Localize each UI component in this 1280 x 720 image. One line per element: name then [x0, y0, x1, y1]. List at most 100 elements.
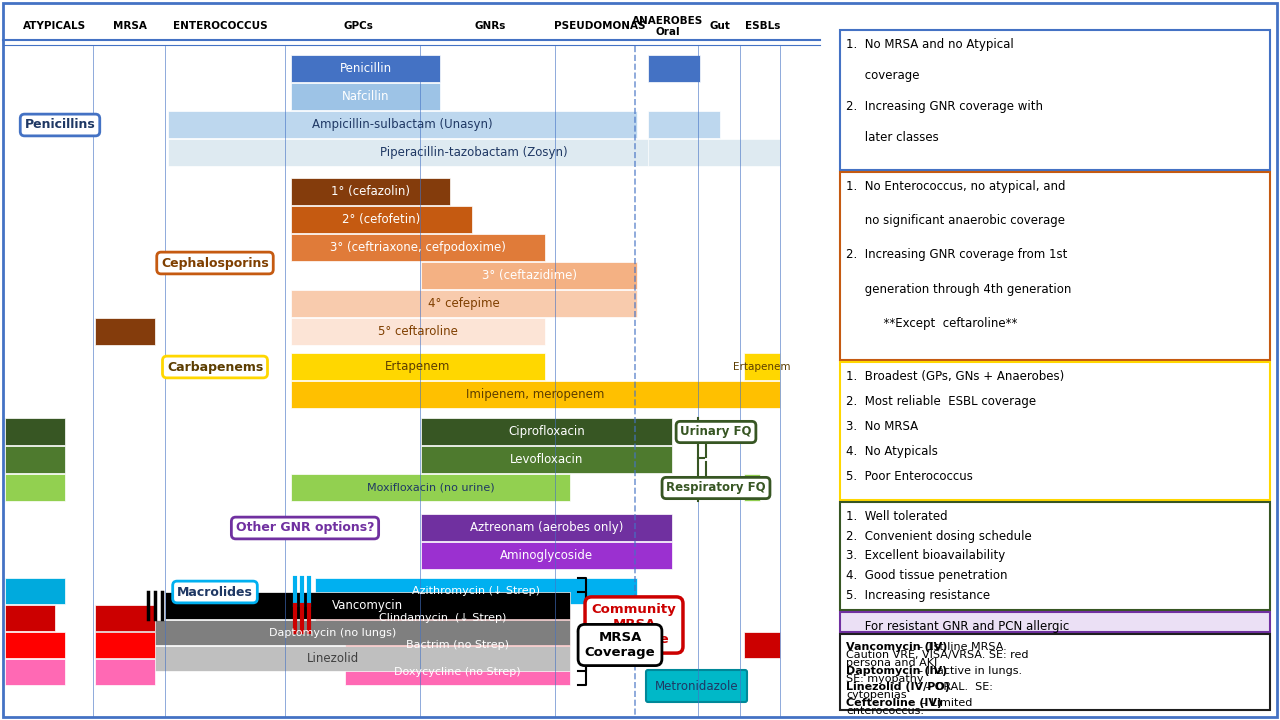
- Text: PSEUDOMONAS: PSEUDOMONAS: [554, 21, 645, 31]
- Text: For resistant GNR and PCN allergic: For resistant GNR and PCN allergic: [846, 620, 1069, 633]
- Text: Penicillins: Penicillins: [24, 119, 96, 132]
- Bar: [95, 318, 155, 345]
- Bar: [840, 362, 1270, 500]
- Bar: [291, 206, 472, 233]
- Text: Linezolid: Linezolid: [306, 652, 358, 665]
- Bar: [744, 353, 780, 380]
- Text: – 1st line MRSA.: – 1st line MRSA.: [914, 642, 1006, 652]
- Text: 1.  No Enterococcus, no atypical, and: 1. No Enterococcus, no atypical, and: [846, 180, 1065, 193]
- Bar: [346, 659, 570, 685]
- Text: Piperacillin-tazobactam (Zosyn): Piperacillin-tazobactam (Zosyn): [380, 146, 568, 159]
- Text: Respiratory FQ: Respiratory FQ: [666, 482, 765, 495]
- Bar: [5, 605, 55, 631]
- Text: 2° (cefofetin): 2° (cefofetin): [342, 213, 421, 226]
- Text: 1.  Broadest (GPs, GNs + Anaerobes): 1. Broadest (GPs, GNs + Anaerobes): [846, 370, 1064, 383]
- Bar: [421, 446, 672, 473]
- Text: Imipenem, meropenem: Imipenem, meropenem: [466, 388, 604, 401]
- Bar: [648, 139, 780, 166]
- Bar: [291, 234, 545, 261]
- Text: later classes: later classes: [846, 131, 938, 144]
- Bar: [744, 353, 780, 380]
- Bar: [165, 592, 570, 619]
- Bar: [5, 418, 65, 445]
- Text: ENTEROCOCCUS: ENTEROCOCCUS: [173, 21, 268, 31]
- Bar: [5, 659, 65, 685]
- Bar: [421, 514, 672, 541]
- Bar: [95, 659, 155, 685]
- Text: Community
MRSA
Coverage: Community MRSA Coverage: [591, 603, 676, 647]
- Text: 1° (cefazolin): 1° (cefazolin): [332, 185, 410, 198]
- Bar: [744, 632, 780, 658]
- Bar: [315, 578, 637, 604]
- Text: Other GNR options?: Other GNR options?: [236, 521, 374, 534]
- Bar: [744, 474, 760, 501]
- Bar: [840, 634, 1270, 710]
- Bar: [95, 605, 155, 631]
- Bar: [95, 632, 155, 658]
- Text: coverage: coverage: [846, 69, 919, 82]
- Text: Vancomycin (IV): Vancomycin (IV): [846, 642, 947, 652]
- Bar: [95, 646, 570, 671]
- Text: GPCs: GPCs: [343, 21, 372, 31]
- Text: Ampicillin-sulbactam (Unasyn): Ampicillin-sulbactam (Unasyn): [312, 118, 493, 131]
- Text: 2.  Increasing GNR coverage from 1st: 2. Increasing GNR coverage from 1st: [846, 248, 1068, 261]
- Text: Aztreonam (aerobes only): Aztreonam (aerobes only): [470, 521, 623, 534]
- Bar: [840, 30, 1270, 170]
- Bar: [5, 632, 65, 658]
- Text: Linezolid (IV/PO): Linezolid (IV/PO): [846, 682, 950, 692]
- Bar: [291, 318, 545, 345]
- Text: Azithromycin (↓ Strep): Azithromycin (↓ Strep): [412, 586, 540, 596]
- Text: Ertapenem: Ertapenem: [733, 361, 791, 372]
- Text: Cefteroline (IV): Cefteroline (IV): [846, 698, 942, 708]
- Bar: [168, 139, 780, 166]
- Text: – Inactive in lungs.: – Inactive in lungs.: [914, 666, 1021, 676]
- Bar: [291, 83, 440, 110]
- Bar: [840, 172, 1270, 360]
- Bar: [315, 605, 570, 631]
- Bar: [168, 111, 637, 138]
- Text: 3° (ceftriaxone, cefpodoxime): 3° (ceftriaxone, cefpodoxime): [330, 241, 506, 254]
- Text: Oral: Oral: [655, 27, 680, 37]
- Text: ESBLs: ESBLs: [745, 21, 781, 31]
- Text: Cephalosporins: Cephalosporins: [161, 256, 269, 269]
- Text: ATYPICALS: ATYPICALS: [23, 21, 87, 31]
- Text: Moxifloxacin (no urine): Moxifloxacin (no urine): [366, 482, 494, 492]
- Text: Levofloxacin: Levofloxacin: [509, 453, 584, 466]
- Bar: [5, 446, 65, 473]
- Bar: [840, 502, 1270, 610]
- Text: Daptomycin (IV): Daptomycin (IV): [846, 666, 947, 676]
- Bar: [5, 578, 65, 604]
- Text: generation through 4th generation: generation through 4th generation: [846, 282, 1071, 295]
- Text: 5.  Increasing resistance: 5. Increasing resistance: [846, 588, 991, 601]
- Text: 4° cefepime: 4° cefepime: [428, 297, 500, 310]
- Text: 5° ceftaroline: 5° ceftaroline: [378, 325, 458, 338]
- Text: Nafcillin: Nafcillin: [342, 90, 389, 103]
- Bar: [840, 612, 1270, 632]
- Text: 4.  No Atypicals: 4. No Atypicals: [846, 445, 938, 458]
- Bar: [95, 620, 570, 645]
- Text: 3° (ceftazidime): 3° (ceftazidime): [481, 269, 576, 282]
- Text: – ORAL.  SE:: – ORAL. SE:: [923, 682, 993, 692]
- Text: enterococcus.: enterococcus.: [846, 706, 924, 716]
- Bar: [291, 381, 780, 408]
- Text: **Except  ceftaroline**: **Except ceftaroline**: [846, 317, 1018, 330]
- Bar: [421, 418, 672, 445]
- Text: Penicillin: Penicillin: [339, 62, 392, 75]
- Text: Aminoglycoside: Aminoglycoside: [500, 549, 593, 562]
- Text: Clindamycin  (↓ Strep): Clindamycin (↓ Strep): [379, 613, 506, 623]
- Text: GNRs: GNRs: [475, 21, 506, 31]
- Bar: [291, 178, 451, 205]
- Text: Caution VRE, VISA/VRSA. SE: red: Caution VRE, VISA/VRSA. SE: red: [846, 650, 1029, 660]
- Text: 3.  No MRSA: 3. No MRSA: [846, 420, 918, 433]
- Text: Daptomycin (no lungs): Daptomycin (no lungs): [269, 628, 396, 637]
- Text: Ciprofloxacin: Ciprofloxacin: [508, 425, 585, 438]
- Bar: [346, 632, 570, 658]
- Text: Macrolides: Macrolides: [177, 585, 253, 598]
- Text: 2.  Increasing GNR coverage with: 2. Increasing GNR coverage with: [846, 100, 1043, 113]
- Text: ANAEROBES: ANAEROBES: [632, 16, 704, 26]
- Text: Urinary FQ: Urinary FQ: [680, 426, 751, 438]
- Text: no significant anaerobic coverage: no significant anaerobic coverage: [846, 214, 1065, 228]
- FancyBboxPatch shape: [646, 670, 748, 702]
- Text: Metronidazole: Metronidazole: [654, 680, 739, 693]
- Bar: [421, 542, 672, 569]
